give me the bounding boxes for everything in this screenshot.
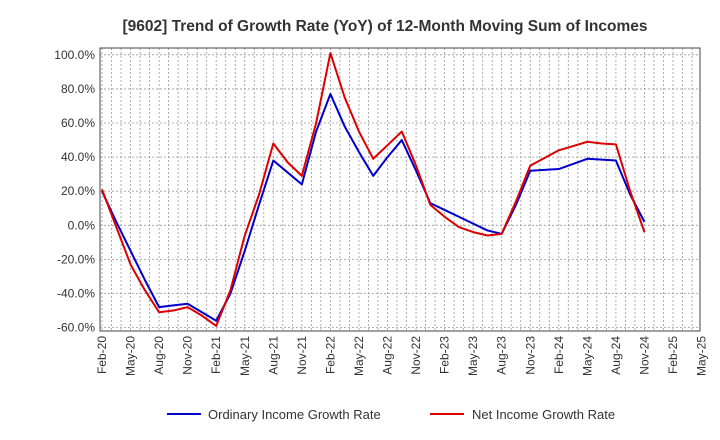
x-tick-label: Nov-23 — [523, 336, 537, 375]
x-tick-label: Aug-23 — [495, 336, 509, 375]
x-tick-label: Nov-22 — [409, 336, 423, 375]
y-tick-label: 40.0% — [61, 150, 95, 164]
y-tick-label: 80.0% — [61, 82, 95, 96]
series-group — [101, 52, 646, 327]
legend-label: Net Income Growth Rate — [472, 407, 615, 422]
plot-frame — [99, 47, 701, 332]
y-tick-label: 100.0% — [54, 48, 95, 62]
x-tick-label: Feb-20 — [95, 336, 109, 374]
chart-title: [9602] Trend of Growth Rate (YoY) of 12-… — [122, 18, 647, 35]
series-line-net-income — [101, 52, 646, 327]
y-tick-label: 60.0% — [61, 116, 95, 130]
y-tick-label: 0.0% — [68, 218, 96, 232]
x-tick-label: Nov-20 — [181, 336, 195, 375]
x-tick-label: May-24 — [580, 336, 594, 376]
legend-label: Ordinary Income Growth Rate — [208, 407, 381, 422]
x-tick-label: Aug-22 — [381, 336, 395, 375]
plot-area — [100, 48, 700, 331]
x-tick-label: Feb-24 — [552, 336, 566, 374]
series-line-ordinary-income — [101, 93, 646, 322]
x-tick-label: Nov-24 — [637, 336, 651, 375]
x-tick-label: Nov-21 — [295, 336, 309, 375]
legend: Ordinary Income Growth Rate Net Income Gr… — [167, 407, 615, 422]
y-axis: -60.0% -40.0% -20.0% 0.0% 20.0% 40.0% 60.0% 80.… — [54, 48, 95, 335]
x-tick-label: May-21 — [238, 336, 252, 376]
x-tick-label: May-23 — [466, 336, 480, 376]
x-axis: Feb-20 May-20 Aug-20 Nov-20 Feb-21 May-21 Aug-… — [95, 336, 709, 376]
x-tick-label: Feb-21 — [209, 336, 223, 374]
x-tick-label: May-25 — [695, 336, 709, 376]
x-tick-label: May-20 — [124, 336, 138, 376]
x-tick-label: Aug-24 — [609, 336, 623, 375]
x-tick-label: Aug-21 — [266, 336, 280, 375]
y-tick-label: 20.0% — [61, 184, 95, 198]
x-tick-label: Feb-25 — [666, 336, 680, 374]
y-tick-label: -20.0% — [57, 252, 95, 266]
x-tick-label: May-22 — [352, 336, 366, 376]
y-tick-label: -40.0% — [57, 286, 95, 300]
grid — [100, 48, 700, 331]
x-tick-label: Feb-23 — [438, 336, 452, 374]
y-tick-label: -60.0% — [57, 321, 95, 335]
x-tick-label: Aug-20 — [152, 336, 166, 375]
x-tick-label: Feb-22 — [323, 336, 337, 374]
